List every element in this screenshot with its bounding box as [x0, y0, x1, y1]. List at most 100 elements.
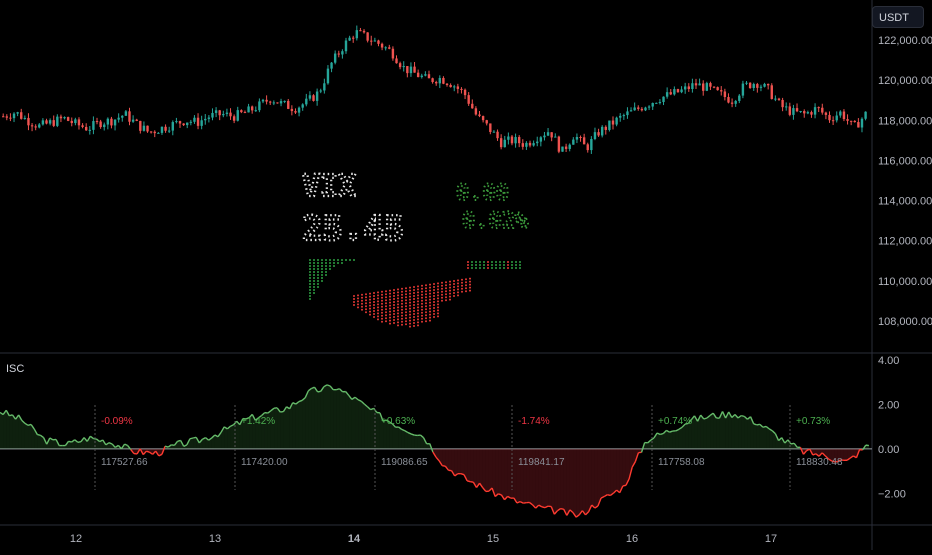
indicator-area — [293, 403, 296, 449]
candle-body — [305, 99, 307, 105]
session-change-label: +0.63% — [381, 416, 415, 427]
indicator-area — [623, 449, 626, 486]
vix-dot — [417, 324, 419, 326]
vix-dot — [507, 267, 509, 269]
vix-dot — [417, 309, 419, 311]
vix-dot — [361, 297, 363, 299]
candle-body — [666, 92, 668, 97]
vix-dot — [313, 283, 315, 285]
candle-body — [34, 126, 36, 127]
vix-dot — [441, 291, 443, 293]
candle-body — [554, 137, 556, 138]
indicator-line — [791, 443, 794, 444]
vix-dot — [453, 289, 455, 291]
vix-symbol-label: VIX — [302, 169, 356, 204]
vix-dot — [397, 294, 399, 296]
candle-body — [760, 87, 762, 88]
vix-dot — [317, 259, 319, 261]
vix-dot — [405, 299, 407, 301]
vix-dot — [421, 300, 423, 302]
vix-dot — [417, 294, 419, 296]
vix-dot — [313, 271, 315, 273]
vix-dot — [425, 317, 427, 319]
vix-dot — [449, 287, 451, 289]
indicator-line — [607, 495, 610, 496]
candle-body — [175, 121, 177, 122]
indicator-area — [486, 449, 489, 492]
indicator-area — [296, 402, 299, 449]
vix-dot — [425, 320, 427, 322]
vix-dot — [445, 299, 447, 301]
candle-body — [114, 120, 116, 126]
indicator-area — [3, 410, 6, 449]
vix-dot — [369, 302, 371, 304]
candle-body — [309, 95, 311, 98]
indicator-line — [467, 481, 470, 482]
vix-dot — [329, 268, 331, 270]
vix-dot — [401, 324, 403, 326]
currency-badge[interactable]: USDT — [872, 6, 924, 28]
candle-body — [471, 104, 473, 108]
indicator-area — [287, 407, 290, 449]
candle-body — [287, 101, 289, 109]
candle-body — [836, 116, 838, 121]
candle-body — [814, 107, 816, 114]
vix-dot — [397, 318, 399, 320]
candle-body — [233, 116, 235, 120]
indicator-area — [411, 434, 414, 449]
candle-body — [27, 118, 29, 125]
candle-body — [247, 106, 249, 112]
indicator-area — [480, 449, 483, 488]
indicator-area — [271, 408, 274, 449]
candle-body — [16, 112, 18, 113]
vix-dot — [465, 290, 467, 292]
vix-dot — [421, 294, 423, 296]
indicator-area — [614, 449, 617, 493]
indicator-area — [315, 387, 318, 449]
candle-body — [691, 83, 693, 89]
candle-body — [680, 89, 682, 92]
candle-body — [525, 143, 527, 147]
candle-body — [807, 112, 809, 113]
vix-dot — [377, 309, 379, 311]
vix-dot — [453, 295, 455, 297]
vix-dot — [369, 308, 371, 310]
vix-dot — [445, 281, 447, 283]
candle-body — [543, 136, 545, 138]
price-axis-label: 108,000.00 — [878, 316, 932, 328]
vix-dot — [317, 268, 319, 270]
indicator-area — [274, 408, 277, 449]
candle-body — [846, 119, 848, 121]
vix-dot — [317, 262, 319, 264]
vix-value-label: 25.45 — [302, 209, 404, 249]
candle-body — [619, 116, 621, 118]
indicator-area — [442, 449, 445, 466]
session-change-label: +0.73% — [796, 416, 830, 427]
vix-dot — [425, 302, 427, 304]
vix-dot — [465, 281, 467, 283]
candle-body — [164, 127, 166, 131]
vix-dot — [309, 280, 311, 282]
vix-dot — [503, 261, 505, 263]
session-change-label: +1.42% — [241, 416, 275, 427]
candle-body — [143, 126, 145, 131]
candle-body — [81, 125, 83, 127]
candle-body — [226, 113, 228, 114]
vix-dot — [309, 271, 311, 273]
indicator-area — [710, 413, 713, 449]
candle-body — [128, 111, 130, 121]
vix-dot — [469, 287, 471, 289]
candle-body — [56, 117, 58, 126]
candle-body — [825, 113, 827, 115]
vix-dot — [329, 259, 331, 261]
indicator-area — [582, 449, 585, 515]
vix-dot — [321, 271, 323, 273]
vix-dot — [381, 312, 383, 314]
vix-dot — [487, 261, 489, 263]
vix-dot — [309, 274, 311, 276]
candle-body — [291, 109, 293, 111]
candle-body — [626, 111, 628, 115]
vix-dot — [409, 296, 411, 298]
